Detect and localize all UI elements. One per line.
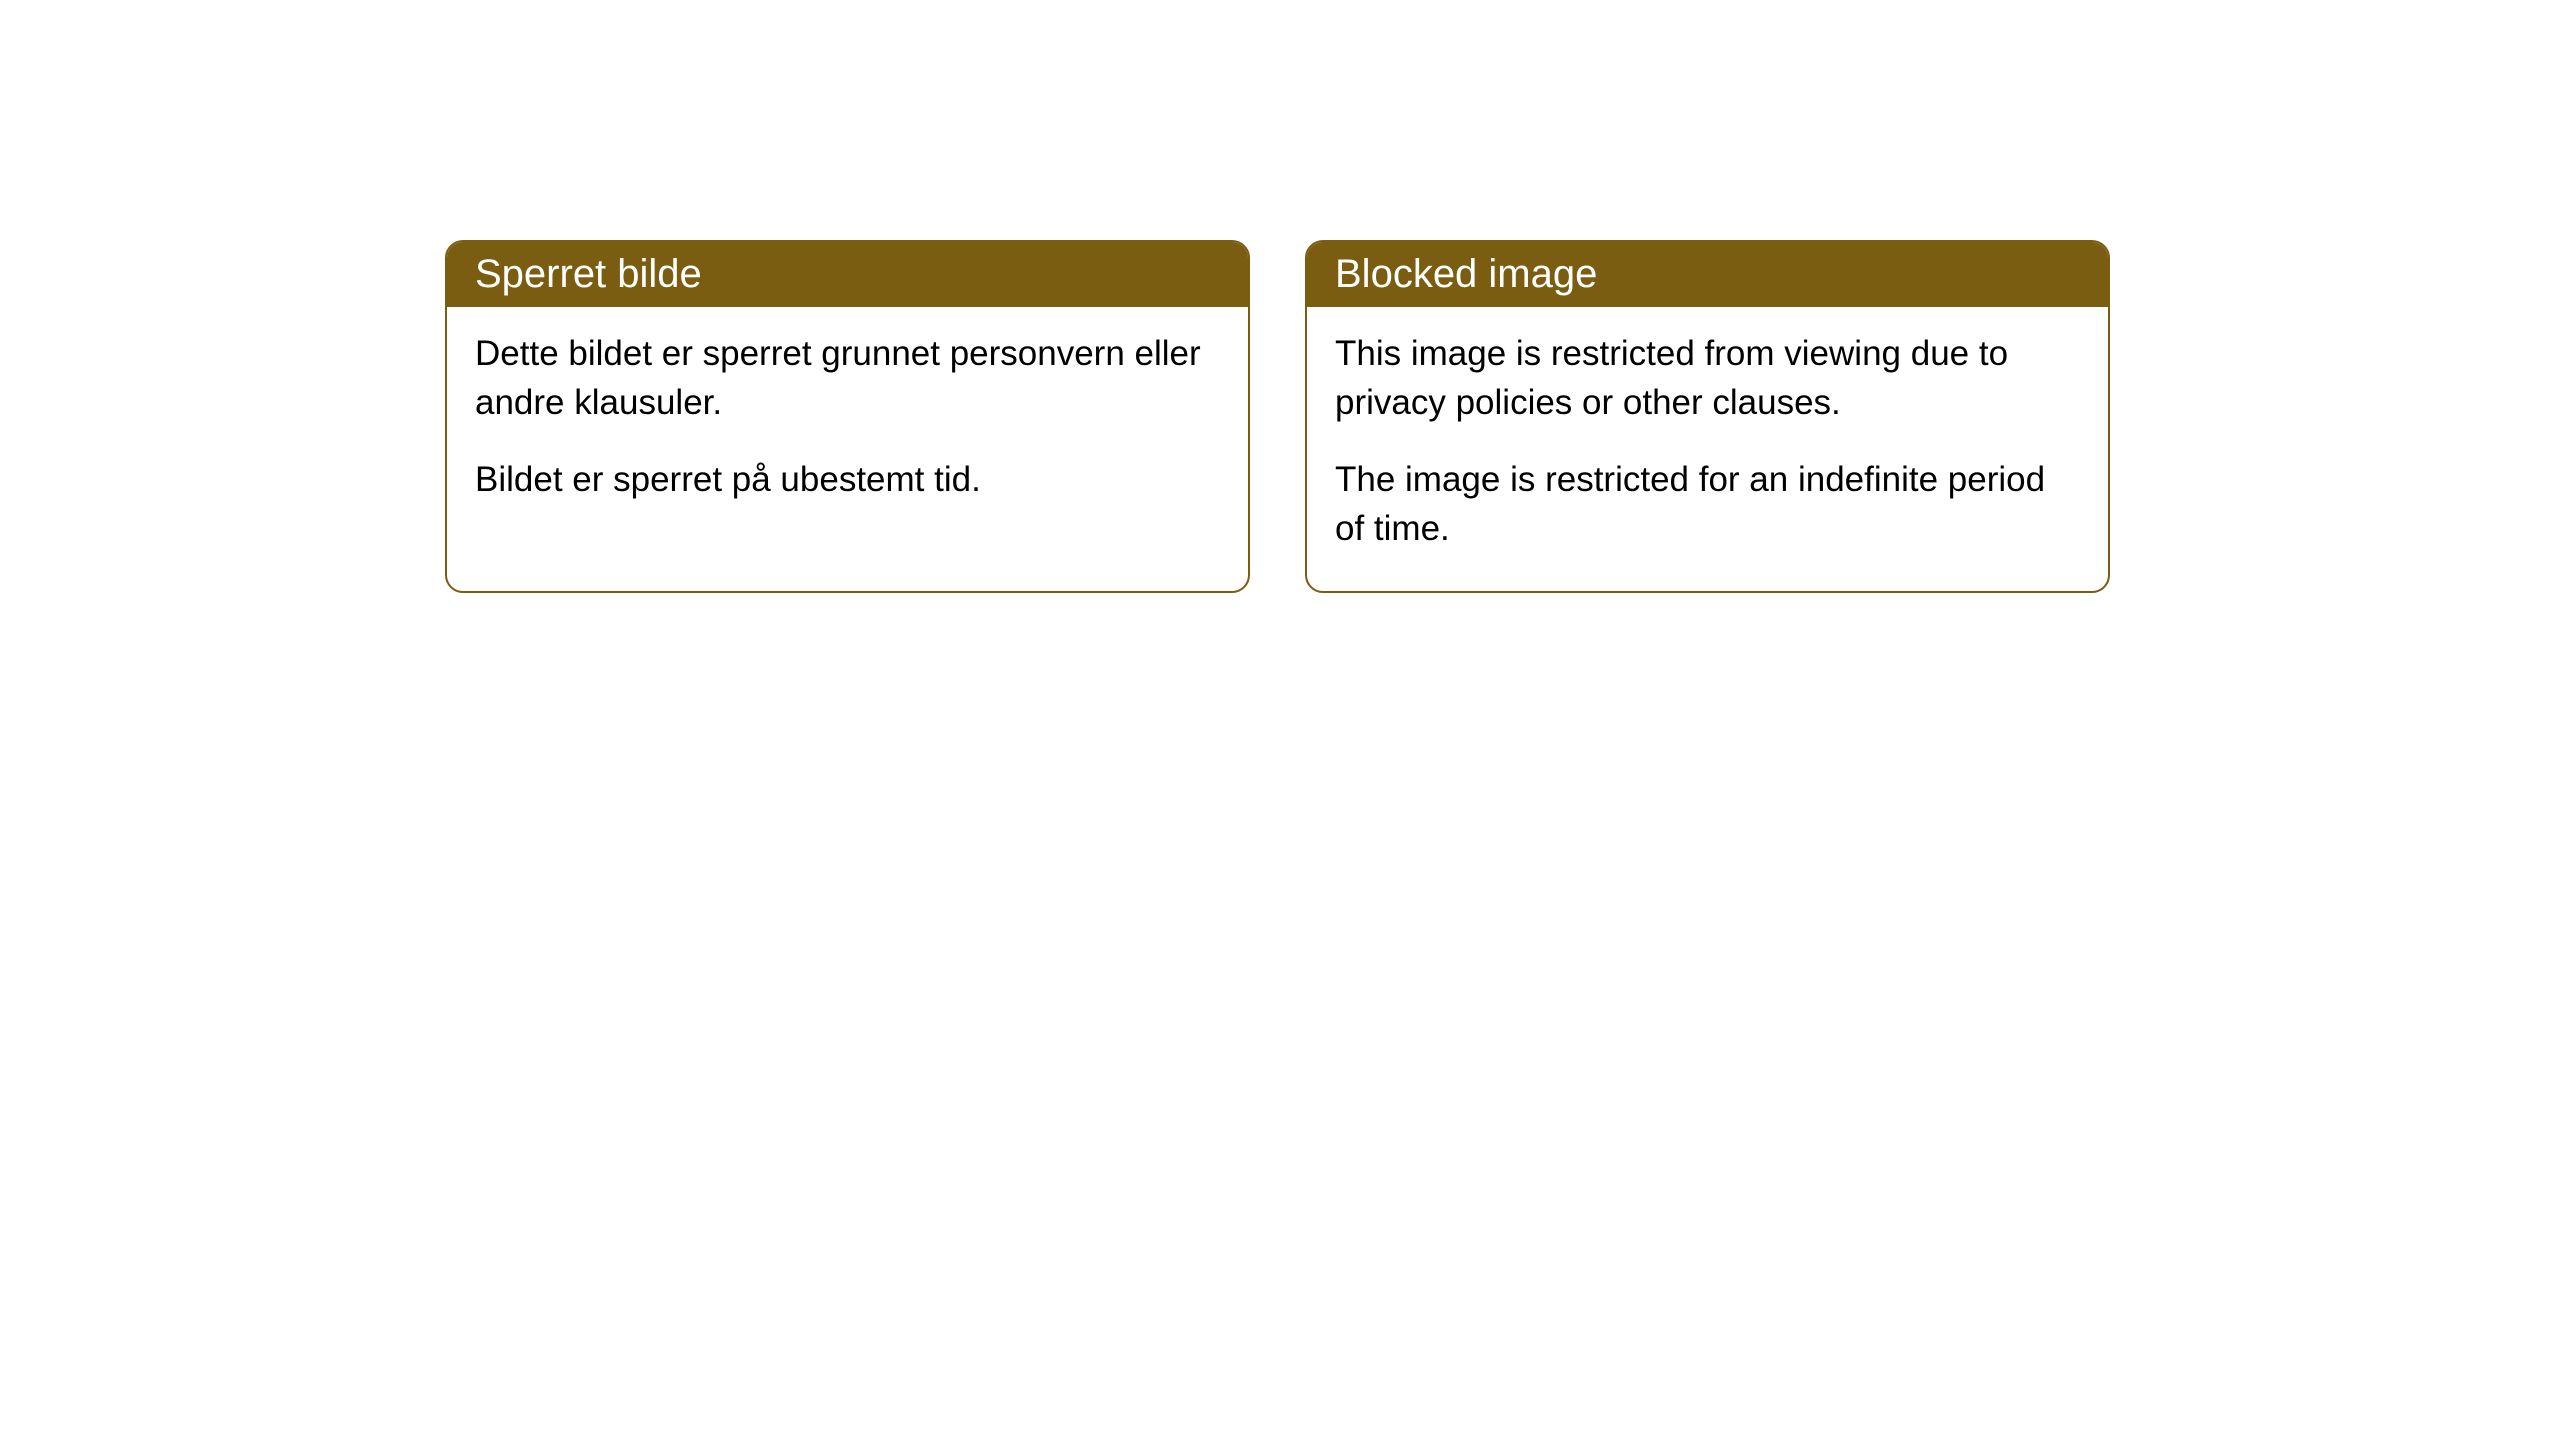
- card-text-line2: The image is restricted for an indefinit…: [1335, 455, 2080, 553]
- card-title: Blocked image: [1335, 252, 1597, 296]
- card-text-line1: This image is restricted from viewing du…: [1335, 329, 2080, 427]
- card-body-norwegian: Dette bildet er sperret grunnet personve…: [447, 307, 1248, 542]
- card-text-line2: Bildet er sperret på ubestemt tid.: [475, 455, 1220, 504]
- notice-cards-container: Sperret bilde Dette bildet er sperret gr…: [445, 240, 2110, 593]
- blocked-image-card-norwegian: Sperret bilde Dette bildet er sperret gr…: [445, 240, 1250, 593]
- card-header-english: Blocked image: [1307, 242, 2108, 307]
- card-text-line1: Dette bildet er sperret grunnet personve…: [475, 329, 1220, 427]
- card-title: Sperret bilde: [475, 252, 702, 296]
- card-body-english: This image is restricted from viewing du…: [1307, 307, 2108, 591]
- blocked-image-card-english: Blocked image This image is restricted f…: [1305, 240, 2110, 593]
- card-header-norwegian: Sperret bilde: [447, 242, 1248, 307]
